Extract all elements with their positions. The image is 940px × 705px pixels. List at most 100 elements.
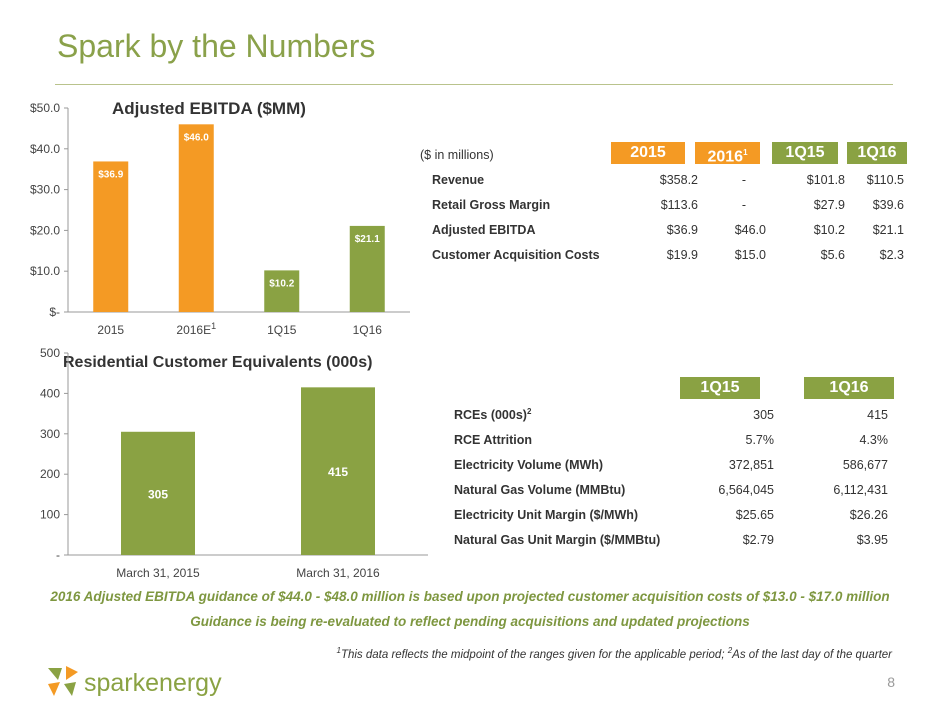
row-label: Electricity Volume (MWh) [454,457,604,472]
cell-value: 305 [753,407,774,422]
data-label: $21.1 [355,234,380,245]
guidance-note-2: Guidance is being re-evaluated to reflec… [190,614,750,629]
cell-value: 372,851 [728,457,774,472]
y-tick-label: 300 [40,427,60,441]
cell-value: $36.9 [666,222,698,237]
footnote: 1This data reflects the midpoint of the … [336,646,893,661]
row-label: Adjusted EBITDA [432,222,536,237]
data-label: $36.9 [98,169,123,180]
row-label: Natural Gas Volume (MMBtu) [454,482,626,497]
spark-energy-logo: sparkenergy [44,664,234,705]
table-row: Natural Gas Volume (MMBtu) 6,564,045 6,1… [454,477,888,502]
y-tick-label: 100 [40,508,60,522]
x-tick-label: March 31, 2015 [116,566,200,580]
residential-customer-equivalents-chart: Residential Customer Equivalents (000s) … [40,346,428,580]
column-header-1q16: 1Q16 [804,377,894,399]
cell-value: $25.65 [735,507,774,522]
units-label: ($ in millions) [420,148,494,162]
column-header-2016: 20161 [695,142,760,165]
financial-table: Revenue $358.2 - $101.8 $110.5 Retail Gr… [432,167,904,267]
data-label: 305 [148,487,168,501]
y-tick-label: $20.0 [30,223,60,237]
row-label: RCEs (000s)2 [454,406,532,423]
cell-value: $10.2 [813,222,845,237]
cell-value: $15.0 [734,247,766,262]
cell-value: $358.2 [659,172,698,187]
cell-value: 586,677 [842,457,888,472]
cell-value: $5.6 [820,247,845,262]
cell-value: $3.95 [856,532,888,547]
cell-value: $101.8 [806,172,845,187]
chart-title: Adjusted EBITDA ($MM) [112,99,306,118]
y-tick-label: 400 [40,386,60,400]
chart-title: Residential Customer Equivalents (000s) [63,354,372,371]
cell-value: $2.3 [879,247,904,262]
table-row: Retail Gross Margin $113.6 - $27.9 $39.6 [432,192,904,217]
title-divider [55,84,893,85]
cell-value: 6,112,431 [833,482,888,497]
column-header-1q15: 1Q15 [680,377,760,399]
y-tick-label: 200 [40,467,60,481]
x-tick-label: 1Q15 [267,323,297,337]
y-tick-label: $30.0 [30,183,60,197]
column-header-2015: 2015 [611,142,685,164]
cell-value: 415 [867,407,888,422]
x-tick-label: 1Q16 [353,323,383,337]
y-tick-label: $40.0 [30,142,60,156]
table-row: RCEs (000s)2 305 415 [454,402,888,427]
cell-value: $113.6 [660,197,698,212]
data-label: $46.0 [184,132,209,143]
cell-value: - [741,172,746,187]
x-tick-label: 2015 [97,323,124,337]
slide-title: Spark by the Numbers [57,28,376,64]
y-tick-label: $50.0 [30,101,60,115]
x-tick-label: 2016E1 [176,321,216,337]
y-tick-label: $10.0 [30,264,60,278]
cell-value: $46.0 [734,222,766,237]
adjusted-ebitda-chart: Adjusted EBITDA ($MM) $- $10.0 $20.0 $30.0 $… [30,99,410,337]
row-label: Customer Acquisition Costs [432,247,600,262]
cell-value: 6,564,045 [718,482,774,497]
table-row: Electricity Unit Margin ($/MWh) $25.65 $… [454,502,888,527]
financial-table-header: 2015 20161 1Q15 1Q16 [611,142,908,166]
row-label: Natural Gas Unit Margin ($/MMBtu) [454,532,661,547]
y-tick-label: 500 [40,346,60,360]
table-row: Natural Gas Unit Margin ($/MMBtu) $2.79 … [454,527,888,552]
bar [349,225,385,312]
page-number: 8 [887,674,895,690]
column-header-1q16: 1Q16 [847,142,907,164]
bar [121,431,195,555]
operations-table: RCEs (000s)2 305 415 RCE Attrition 5.7% … [454,402,888,552]
bar [93,161,129,312]
row-label: Revenue [432,172,485,187]
logo-wordmark: sparkenergy [84,669,222,697]
row-label: Retail Gross Margin [432,197,551,212]
column-header-1q15: 1Q15 [772,142,838,164]
cell-value: 4.3% [859,432,889,447]
bar [264,270,300,312]
cell-value: $27.9 [813,197,845,212]
row-label: Electricity Unit Margin ($/MWh) [454,507,639,522]
y-tick-label: $- [49,305,60,319]
table-row: Customer Acquisition Costs $19.9 $15.0 $… [432,242,904,267]
x-tick-label: March 31, 2016 [296,566,380,580]
row-label: RCE Attrition [454,432,532,447]
spark-logo-icon: sparkenergy [48,666,222,697]
bar [301,387,375,555]
operations-table-header: 1Q15 1Q16 [680,377,895,401]
data-label: $10.2 [269,278,294,289]
table-row: RCE Attrition 5.7% 4.3% [454,427,888,452]
bar [178,124,214,312]
cell-value: $39.6 [872,197,904,212]
guidance-note: 2016 Adjusted EBITDA guidance of $44.0 -… [50,589,890,604]
cell-value: $2.79 [742,532,774,547]
y-tick-label: - [56,548,60,562]
cell-value: $110.5 [866,172,904,187]
table-row: Electricity Volume (MWh) 372,851 586,677 [454,452,888,477]
cell-value: $19.9 [666,247,698,262]
table-row: Adjusted EBITDA $36.9 $46.0 $10.2 $21.1 [432,217,904,242]
data-label: 415 [328,465,348,479]
cell-value: 5.7% [745,432,775,447]
table-row: Revenue $358.2 - $101.8 $110.5 [432,167,904,192]
cell-value: $26.26 [849,507,888,522]
